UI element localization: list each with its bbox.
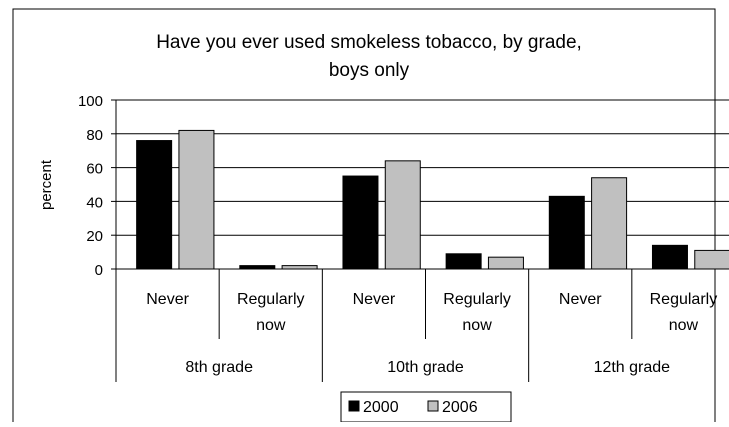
bar-2006	[487, 256, 524, 270]
bar-2006	[694, 249, 729, 270]
bar-layer	[136, 129, 729, 270]
y-tick-label: 40	[86, 194, 103, 211]
legend-label: 2000	[363, 399, 399, 416]
y-tick-label: 20	[86, 228, 103, 245]
category-label: Never	[146, 291, 189, 308]
legend-swatch-2000	[348, 400, 360, 412]
category-label: Never	[559, 291, 602, 308]
category-label: Regularly	[237, 291, 305, 308]
label-layer: Never Regularly now Never Regularly now Never R…	[146, 291, 717, 376]
bar-2000	[445, 253, 482, 270]
group-label: 10th grade	[387, 359, 464, 376]
chart-title-line2: boys only	[329, 60, 410, 81]
bar-2006	[178, 129, 215, 270]
bar-2000	[651, 244, 688, 270]
category-label: Regularly	[443, 291, 511, 308]
y-tick-label: 100	[78, 93, 103, 110]
y-tick-label: 80	[86, 127, 103, 144]
category-label-line2: now	[669, 317, 699, 334]
legend: 2000 2006	[340, 391, 512, 423]
legend-label: 2006	[442, 399, 478, 416]
bar-2006	[591, 177, 628, 270]
bar-2000	[548, 195, 585, 270]
y-tick-label: 60	[86, 161, 103, 178]
group-label: 12th grade	[594, 359, 671, 376]
bar-2000	[342, 175, 379, 270]
group-label: 8th grade	[185, 359, 253, 376]
bar-2006	[281, 265, 318, 270]
legend-box	[340, 391, 512, 423]
chart-title-line1: Have you ever used smokeless tobacco, by…	[156, 32, 582, 53]
y-axis-label: percent	[38, 159, 55, 210]
grid-layer	[116, 99, 729, 236]
bar-2006	[384, 160, 421, 270]
bar-2000	[239, 265, 276, 270]
y-tick-label: 0	[95, 262, 103, 279]
category-label: Regularly	[650, 291, 718, 308]
bar-2000	[136, 140, 173, 270]
legend-swatch-2006	[427, 400, 439, 412]
axis-layer: 0 20 40 60 80 100	[78, 93, 729, 382]
category-label-line2: now	[462, 317, 492, 334]
category-label: Never	[353, 291, 396, 308]
category-label-line2: now	[256, 317, 286, 334]
